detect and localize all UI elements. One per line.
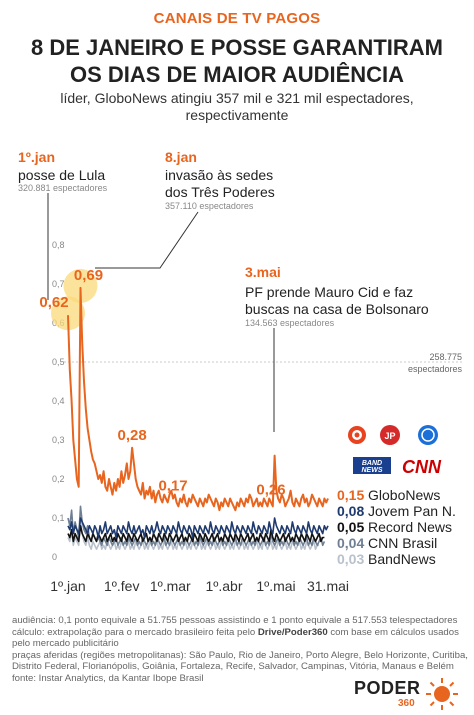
callout-jan8-label-1: invasão às sedes — [165, 167, 273, 183]
callout-mai3-label-2: buscas na casa de Bolsonaro — [245, 301, 429, 317]
legend-value: 0,08 — [337, 503, 364, 519]
line-chart: 00,10,20,30,40,50,60,70,8 258.775 espect… — [18, 149, 462, 594]
svg-text:JP: JP — [384, 431, 395, 441]
y-tick-label: 0,2 — [52, 474, 65, 484]
footer-line-4: praças aferidas (regiões metropolitanas)… — [12, 649, 468, 661]
y-tick-label: 0,1 — [52, 513, 65, 523]
legend-label: Record News — [368, 519, 452, 535]
title-line-1: 8 DE JANEIRO E POSSE GARANTIRAM — [31, 35, 443, 60]
peak-label: 0,26 — [256, 481, 285, 498]
footer-line-6: fonte: Instar Analytics, da Kantar Ibope… — [12, 672, 204, 684]
callout-mai3-date: 3.mai — [245, 264, 281, 280]
callouts: 1º.jan posse de Lula 320.881 espectadore… — [18, 149, 429, 432]
reference-value: 258.775 — [429, 352, 462, 362]
y-tick-label: 0,3 — [52, 435, 65, 445]
jovem-pan-logo: JP — [380, 425, 400, 445]
brand-name: PODER — [354, 678, 421, 698]
callout-line-jan8 — [95, 211, 199, 269]
x-tick-label: 1º.fev — [104, 578, 139, 594]
kicker: CANAIS DE TV PAGOS — [153, 10, 321, 27]
title-line-2: OS DIAS DE MAIOR AUDIÊNCIA — [69, 62, 405, 87]
callout-jan8-label-2: dos Três Poderes — [165, 184, 275, 200]
series-line — [67, 524, 325, 543]
peak-labels: 0,62 0,69 0,28 0,17 0,26 — [39, 267, 285, 499]
peak-label: 0,28 — [118, 427, 147, 444]
peak-label: 0,17 — [158, 478, 187, 495]
x-tick-label: 1º.abr — [205, 578, 242, 594]
peak-label: 0,62 — [39, 294, 68, 311]
legend-label: Jovem Pan N. — [368, 503, 456, 519]
peak-highlight — [51, 296, 85, 331]
y-axis: 00,10,20,30,40,50,60,70,8 — [52, 240, 65, 562]
sunburst-icon — [426, 678, 458, 710]
callout-jan8-date: 8.jan — [165, 149, 197, 165]
callout-mai3-viewers: 134.563 espectadores — [245, 318, 335, 328]
legend-value: 0,04 — [337, 535, 364, 551]
subtitle-line-1: líder, GloboNews atingiu 357 mil e 321 m… — [60, 90, 414, 106]
subtitle: líder, GloboNews atingiu 357 mil e 321 m… — [30, 90, 444, 124]
legend-value: 0,03 — [337, 551, 364, 567]
callout-mai3-label-1: PF prende Mauro Cid e faz — [245, 284, 413, 300]
peak-label: 0,69 — [74, 267, 103, 284]
series-line — [67, 517, 329, 539]
reference-line-group: 258.775 espectadores — [60, 352, 462, 374]
svg-text:BAND: BAND — [362, 460, 382, 467]
legend-value: 0,05 — [337, 519, 364, 535]
series-line — [67, 286, 329, 512]
page-title: 8 DE JANEIRO E POSSE GARANTIRAM OS DIAS … — [0, 34, 474, 88]
legend-label: GloboNews — [368, 487, 440, 503]
x-tick-label: 1º.mai — [256, 578, 295, 594]
peak-highlight — [63, 268, 98, 303]
cnn-logo: CNN — [402, 457, 442, 477]
y-tick-label: 0,5 — [52, 357, 65, 367]
callout-posse-label: posse de Lula — [18, 167, 105, 183]
callout-posse-viewers: 320.881 espectadores — [18, 183, 108, 193]
y-tick-label: 0 — [52, 552, 57, 562]
subtitle-line-2: respectivamente — [185, 107, 289, 123]
legend-value: 0,15 — [337, 487, 364, 503]
series-line — [67, 505, 326, 547]
reference-unit: espectadores — [408, 364, 463, 374]
y-tick-label: 0,7 — [52, 279, 65, 289]
footer-line-1: audiência: 0,1 ponto equivale a 51.755 p… — [12, 615, 458, 626]
y-tick-label: 0,8 — [52, 240, 65, 250]
y-tick-label: 0,4 — [52, 396, 65, 406]
legend-label: BandNews — [368, 551, 436, 567]
record-logo — [418, 425, 438, 445]
poder360-logo: PODER 360 — [354, 676, 464, 712]
callout-jan8-viewers: 357.110 espectadores — [165, 201, 254, 211]
footer-notes: audiência: 0,1 ponto equivale a 51.755 p… — [12, 615, 468, 685]
x-tick-label: 1º.mar — [150, 578, 191, 594]
footer-line-2: cálculo: extrapolação para o mercado bra… — [12, 626, 459, 638]
x-tick-label: 1º.jan — [50, 578, 85, 594]
legend-label: CNN Brasil — [368, 535, 437, 551]
x-tick-label: 31.mai — [307, 578, 349, 594]
channel-logos: JP BAND NEWS CNN — [348, 425, 442, 477]
svg-text:CNN: CNN — [402, 457, 442, 477]
series-lines — [51, 268, 329, 551]
footer-line-3: pelo mercado publicitário — [12, 638, 119, 650]
footer-line-5: Distrito Federal, Florianópolis, Goiânia… — [12, 661, 454, 673]
x-axis: 1º.jan 1º.fev 1º.mar 1º.abr 1º.mai 31.mai — [50, 578, 349, 594]
band-news-logo: BAND NEWS — [353, 457, 391, 474]
globo-logo — [348, 426, 366, 444]
callout-posse-date: 1º.jan — [18, 149, 55, 165]
svg-text:NEWS: NEWS — [362, 467, 383, 474]
brand-sub: 360 — [398, 698, 415, 709]
